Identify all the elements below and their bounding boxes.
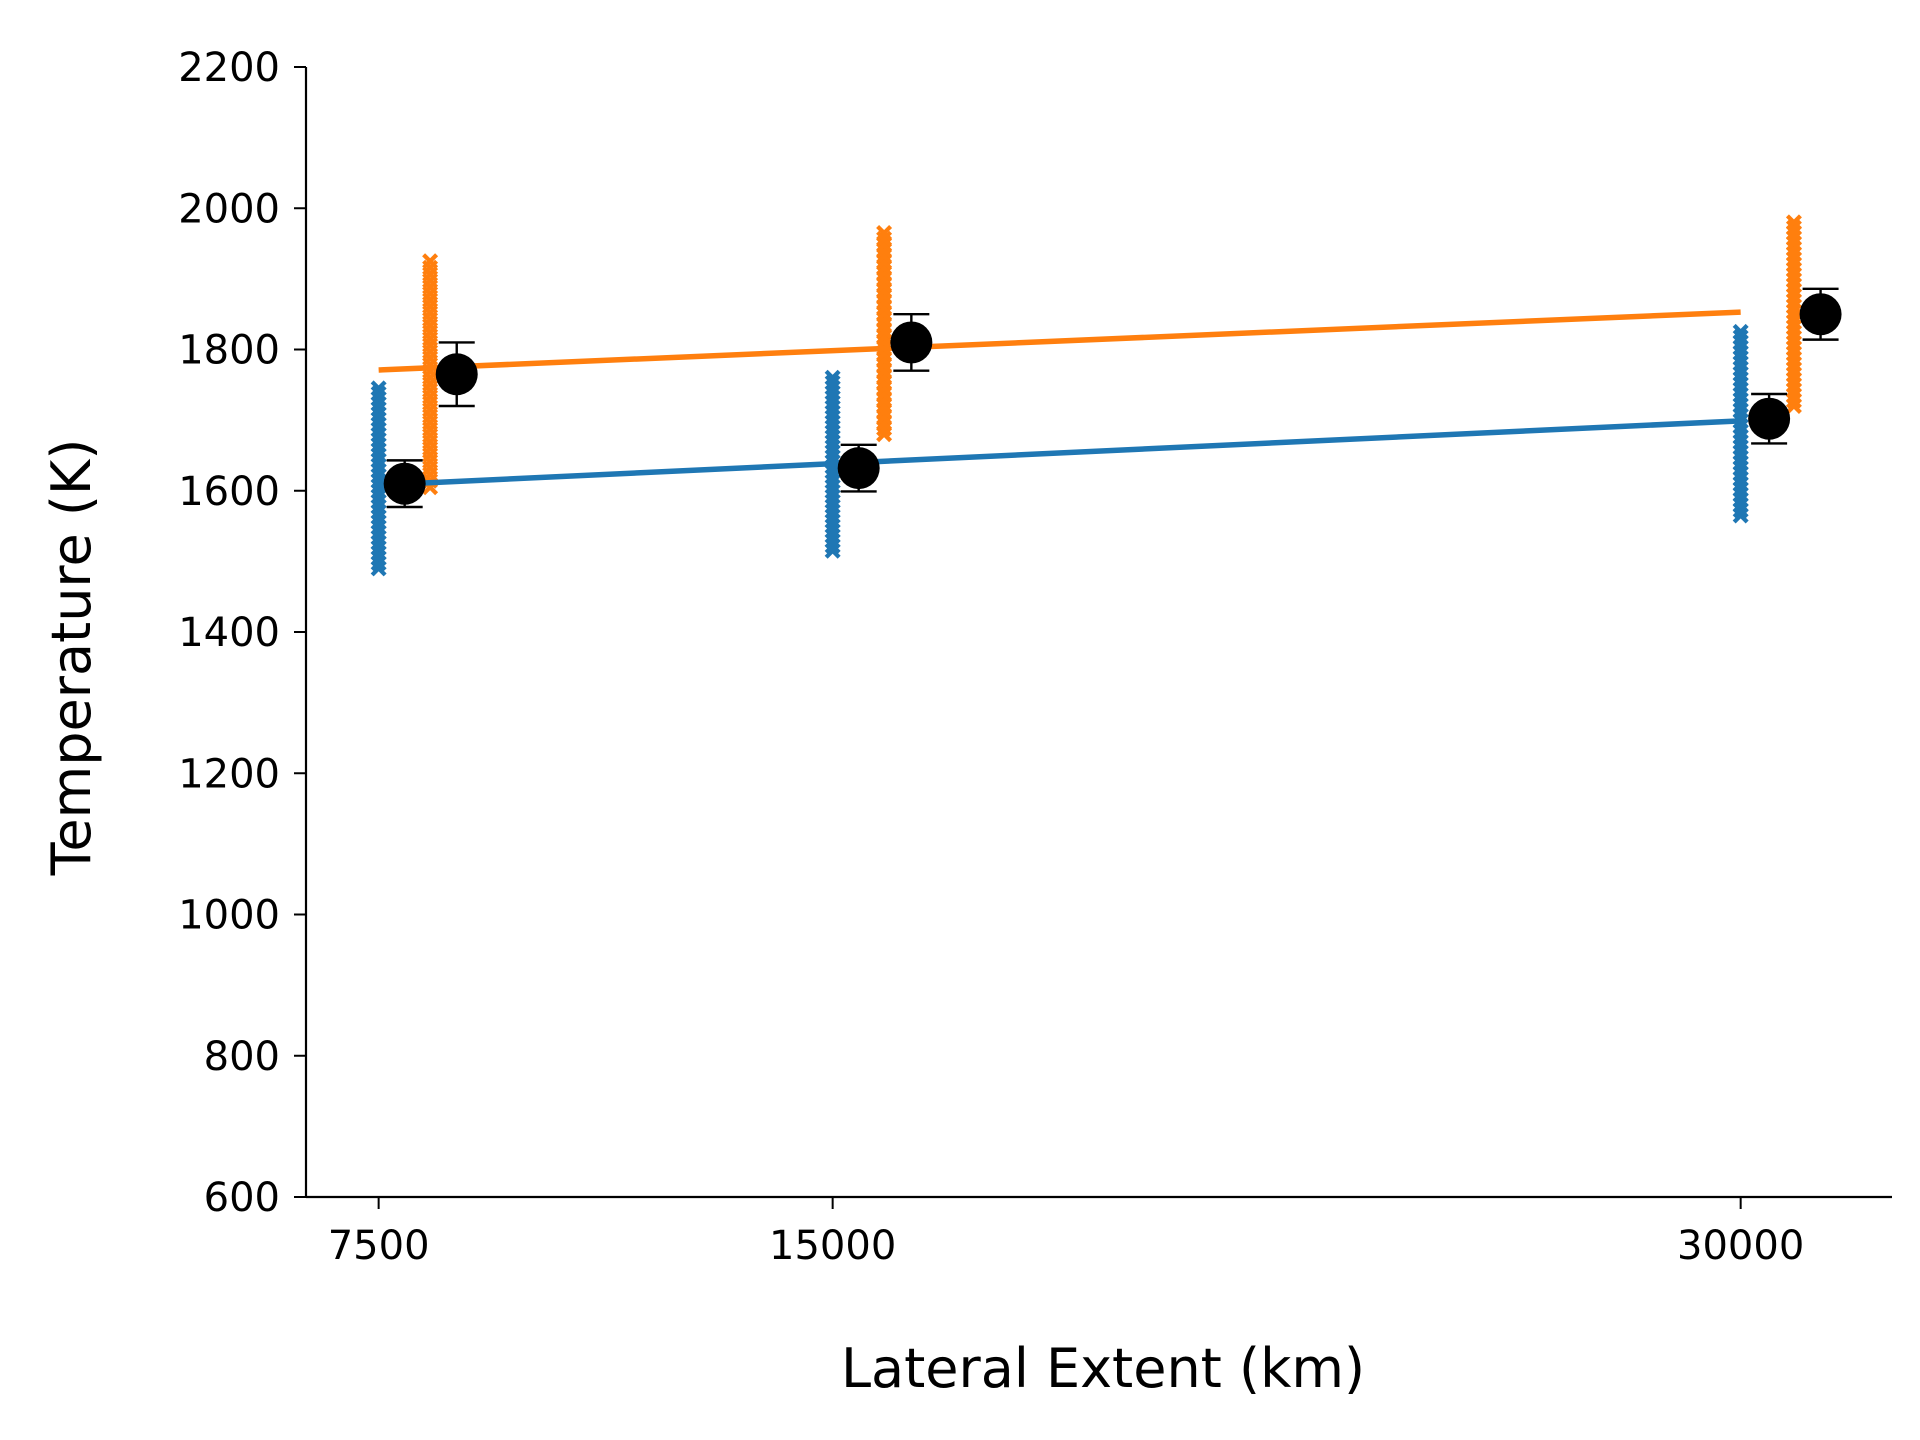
y-tick-label: 1400 [178,610,280,656]
sample-point [824,369,841,386]
mean-marker [837,443,880,493]
x-tick-label: 30000 [1677,1223,1804,1269]
y-tick-label: 1600 [178,469,280,515]
mean-point [1748,397,1791,440]
mean-point [890,321,933,364]
sample-point [1732,329,1749,346]
y-tick-label: 1200 [178,751,280,797]
sample-point [422,253,439,270]
mean-marker [383,459,426,509]
sample-column [370,380,387,577]
sample-point [824,374,841,391]
mean-point [383,462,426,505]
trend-lines-layer [378,309,1741,488]
y-axis-label: Temperature (K) [40,439,103,877]
sample-point [1785,214,1802,231]
axes-layer [304,67,1892,1199]
sample-column [876,224,893,443]
sample-column [422,253,439,496]
x-axis-label: Lateral Extent (km) [841,1337,1365,1400]
sample-point [370,385,387,402]
trend-line [378,309,1741,373]
y-tick-label: 800 [204,1034,280,1080]
mean-point [435,353,478,396]
sample-point [370,380,387,397]
x-tick-label: 15000 [769,1223,896,1269]
sample-point [1785,219,1802,236]
ticks-layer: 600 800 1000 1200 1400 1600 1800 2000 2200 7500 15… [178,45,1804,1269]
mean-marker [1748,392,1791,445]
sample-points-layer [370,214,1802,577]
mean-markers-layer [383,287,1842,509]
y-tick-label: 2200 [178,45,280,91]
y-tick-label: 600 [204,1175,280,1221]
trend-line [378,418,1741,488]
sample-point [876,224,893,241]
mean-marker [1799,287,1842,341]
y-tick-label: 1800 [178,328,280,374]
sample-column [1732,323,1749,524]
x-tick-label: 7500 [328,1223,430,1269]
mean-marker [890,312,933,372]
mean-point [837,447,880,490]
y-tick-label: 2000 [178,186,280,232]
mean-point [1799,293,1842,336]
mean-marker [435,341,478,408]
sample-column [1785,214,1802,414]
sample-point [1732,323,1749,340]
y-tick-label: 1000 [178,893,280,939]
sample-column [824,369,841,559]
